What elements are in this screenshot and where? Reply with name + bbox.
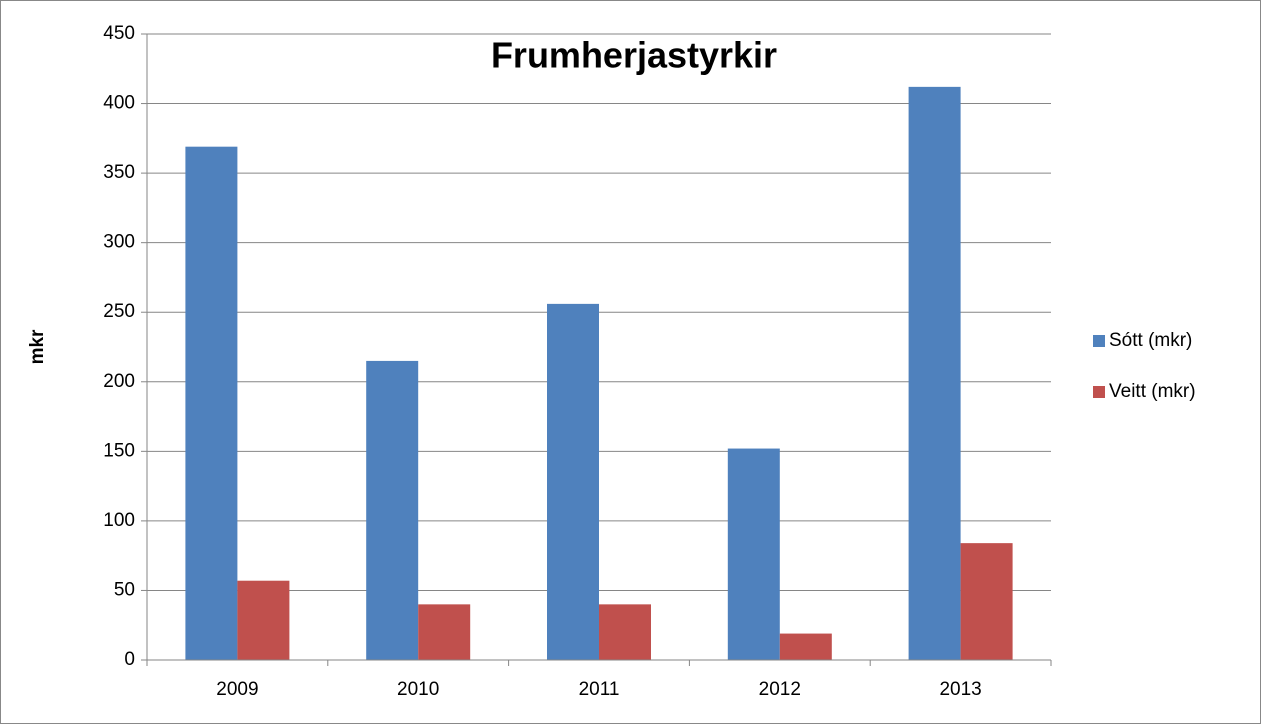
y-tick-label: 300 — [103, 232, 135, 253]
bar — [185, 146, 238, 660]
y-axis-label: mkr — [27, 329, 48, 364]
y-tick-label: 150 — [103, 440, 135, 461]
bar — [727, 448, 780, 660]
x-tick-label: 2011 — [579, 679, 620, 700]
x-tick-label: 2013 — [939, 679, 981, 700]
bar — [960, 543, 1013, 660]
y-tick-label: 200 — [103, 371, 135, 392]
y-tick-label: 0 — [124, 649, 135, 670]
y-tick-label: 250 — [103, 301, 135, 322]
bar — [418, 604, 471, 660]
y-tick-label: 350 — [103, 162, 135, 183]
bar — [237, 580, 290, 660]
legend-swatch — [1093, 386, 1105, 398]
bar — [366, 360, 419, 660]
bar — [779, 633, 832, 660]
y-tick-label: 450 — [103, 23, 135, 44]
y-tick-label: 100 — [103, 510, 135, 531]
bar — [547, 303, 599, 660]
legend-label: Veitt (mkr) — [1109, 381, 1196, 402]
legend-label: Sótt (mkr) — [1109, 330, 1192, 351]
bar — [599, 604, 651, 660]
bar — [908, 86, 961, 660]
legend-swatch — [1093, 335, 1105, 347]
chart-title: Frumherjastyrkir — [491, 35, 777, 76]
x-tick-label: 2009 — [216, 679, 258, 700]
x-tick-label: 2010 — [397, 679, 439, 700]
y-tick-label: 400 — [103, 93, 135, 114]
y-tick-label: 50 — [114, 579, 135, 600]
x-tick-label: 2012 — [759, 679, 801, 700]
